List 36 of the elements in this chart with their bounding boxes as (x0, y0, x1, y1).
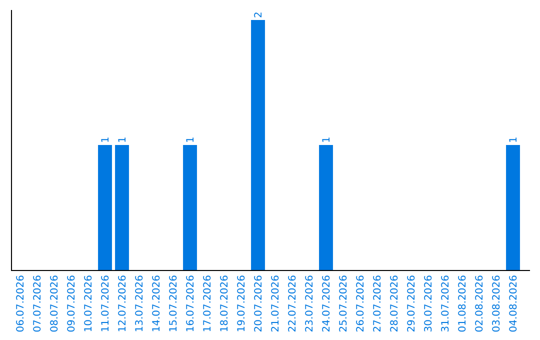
x-tick-label: 16.07.2026 (186, 275, 196, 332)
x-tick-label: 28.07.2026 (390, 275, 400, 332)
x-tick-label: 12.07.2026 (118, 275, 128, 332)
x-tick-label: 22.07.2026 (288, 275, 298, 332)
x-tick-label: 23.07.2026 (304, 275, 316, 332)
x-tick-label: 15.07.2026 (168, 275, 180, 332)
x-tick-label: 04.08.2026 (508, 275, 520, 332)
data-label: 1 (118, 136, 128, 143)
x-tick-label: 02.08.2026 (474, 275, 486, 332)
x-tick-label: 14.07.2026 (152, 275, 162, 332)
x-tick-label: 31.07.2026 (440, 275, 452, 332)
x-tick-label: 06.07.2026 (16, 275, 26, 332)
x-tick-label: 10.07.2026 (84, 275, 94, 332)
x-tick-label: 18.07.2026 (220, 275, 230, 332)
x-tick-label: 03.08.2026 (492, 275, 502, 332)
x-tick-label: 11.07.2026 (100, 275, 112, 332)
x-tick-label: 21.07.2026 (270, 275, 282, 332)
x-tick-label: 24.07.2026 (322, 275, 332, 332)
x-tick-label: 08.07.2026 (50, 275, 60, 332)
x-tick-label: 17.07.2026 (202, 275, 214, 332)
x-tick-label: 30.07.2026 (424, 275, 434, 332)
x-tick-label: 19.07.2026 (236, 275, 248, 332)
data-label: 1 (100, 136, 112, 143)
x-tick-label: 09.07.2026 (66, 275, 78, 332)
data-label: 2 (254, 12, 264, 18)
data-label: 1 (186, 136, 196, 143)
data-label: 1 (508, 136, 520, 143)
data-label: 1 (322, 136, 332, 143)
x-tick-label: 27.07.2026 (372, 275, 384, 332)
x-tick-label: 29.07.2026 (406, 275, 418, 332)
x-tick-label: 20.07.2026 (254, 275, 264, 332)
x-tick-label: 07.07.2026 (32, 275, 44, 332)
x-tick-label: 01.08.2026 (458, 275, 468, 332)
x-tick-label: 13.07.2026 (134, 275, 146, 332)
x-tick-label: 25.07.2026 (338, 275, 350, 332)
x-tick-label: 26.07.2026 (356, 275, 366, 332)
